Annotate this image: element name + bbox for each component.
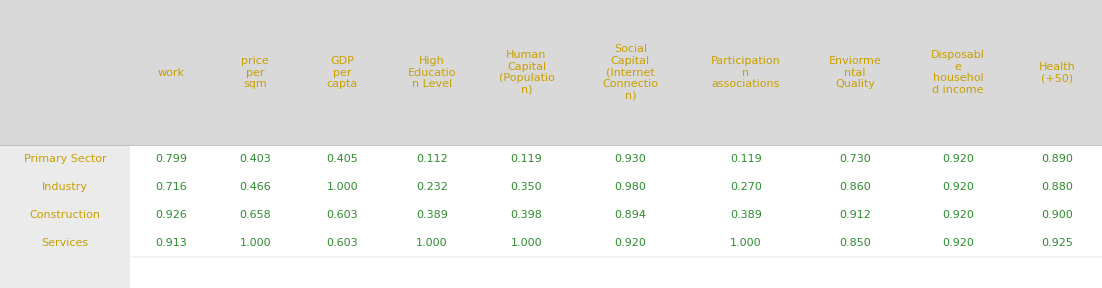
Text: 0.980: 0.980 (615, 182, 646, 192)
Text: 0.389: 0.389 (415, 210, 447, 220)
Text: Services: Services (42, 238, 88, 248)
Text: 0.658: 0.658 (239, 210, 271, 220)
Text: Human
Capital
(Populatio
n): Human Capital (Populatio n) (498, 50, 554, 95)
Text: 0.860: 0.860 (839, 182, 871, 192)
Text: 0.912: 0.912 (839, 210, 871, 220)
Text: Construction: Construction (30, 210, 100, 220)
Text: 0.926: 0.926 (155, 210, 187, 220)
Bar (0, 0, 130, 145)
Text: Participation
n
associations: Participation n associations (711, 56, 781, 89)
Text: 0.925: 0.925 (1041, 238, 1073, 248)
Text: 0.466: 0.466 (239, 182, 271, 192)
Text: 0.603: 0.603 (326, 210, 358, 220)
Text: 0.880: 0.880 (1041, 182, 1073, 192)
Text: 0.119: 0.119 (730, 154, 761, 164)
Text: 0.920: 0.920 (942, 238, 974, 248)
Text: 0.603: 0.603 (326, 238, 358, 248)
Text: work: work (158, 67, 184, 77)
Text: 0.405: 0.405 (326, 154, 358, 164)
Text: 0.389: 0.389 (730, 210, 761, 220)
Text: 0.930: 0.930 (615, 154, 646, 164)
Text: 0.890: 0.890 (1041, 154, 1073, 164)
Bar (0, 0, 130, 288)
Text: 0.913: 0.913 (155, 238, 187, 248)
Text: GDP
per
capta: GDP per capta (326, 56, 358, 89)
Text: 0.270: 0.270 (730, 182, 761, 192)
Text: 0.403: 0.403 (239, 154, 271, 164)
Text: 1.000: 1.000 (239, 238, 271, 248)
Bar (130, 0, 1102, 145)
Text: 0.398: 0.398 (510, 210, 542, 220)
Text: 0.920: 0.920 (942, 154, 974, 164)
Text: 0.920: 0.920 (942, 182, 974, 192)
Text: 1.000: 1.000 (510, 238, 542, 248)
Text: price
per
sqm: price per sqm (241, 56, 269, 89)
Text: Enviorme
ntal
Quality: Enviorme ntal Quality (829, 56, 882, 89)
Text: Health
(+50): Health (+50) (1039, 62, 1076, 83)
Text: 0.232: 0.232 (415, 182, 447, 192)
Text: 0.119: 0.119 (510, 154, 542, 164)
Text: High
Educatio
n Level: High Educatio n Level (408, 56, 456, 89)
Text: 0.920: 0.920 (942, 210, 974, 220)
Text: 1.000: 1.000 (326, 182, 358, 192)
Text: 0.730: 0.730 (839, 154, 871, 164)
Text: 0.920: 0.920 (615, 238, 646, 248)
Text: 0.716: 0.716 (155, 182, 187, 192)
Text: Social
Capital
(Internet
Connectio
n): Social Capital (Internet Connectio n) (603, 44, 658, 101)
Text: Primary Sector: Primary Sector (23, 154, 106, 164)
Text: 0.112: 0.112 (415, 154, 447, 164)
Text: 1.000: 1.000 (731, 238, 761, 248)
Text: 1.000: 1.000 (417, 238, 447, 248)
Text: 0.350: 0.350 (510, 182, 542, 192)
Text: Disposabl
e
househol
d income: Disposabl e househol d income (931, 50, 985, 95)
Text: 0.894: 0.894 (614, 210, 647, 220)
Text: Industry: Industry (42, 182, 88, 192)
Text: 0.900: 0.900 (1041, 210, 1073, 220)
Text: 0.850: 0.850 (839, 238, 871, 248)
Text: 0.799: 0.799 (155, 154, 187, 164)
